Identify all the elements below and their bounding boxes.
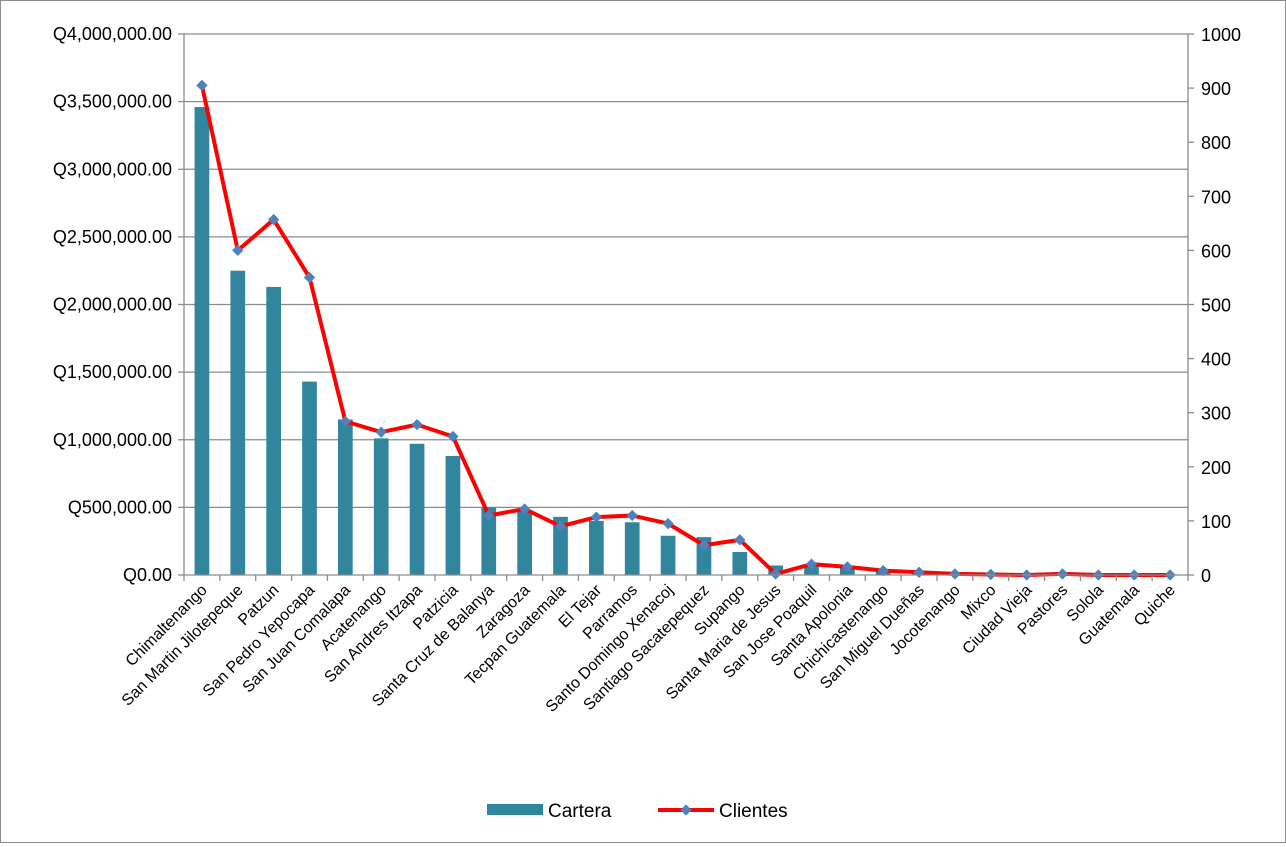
point-clientes (877, 565, 889, 577)
left-axis-tick-label: Q4,000,000.00 (53, 24, 172, 44)
left-axis-tick-label: Q1,500,000.00 (53, 362, 172, 382)
right-axis-tick-label: 800 (1201, 133, 1231, 153)
left-axis-tick-label: Q3,000,000.00 (53, 159, 172, 179)
point-clientes (590, 511, 603, 523)
bar-cartera (302, 381, 317, 575)
left-axis-tick-label: Q2,000,000.00 (53, 295, 172, 315)
left-axis-tick-labels: Q0.00 Q500,000.00 Q1,000,000.00 Q1,500,000.… (53, 24, 172, 585)
bar-cartera (230, 270, 246, 575)
right-axis-tick-label: 0 (1201, 566, 1211, 586)
left-axis-tick-label: Q2,500,000.00 (53, 227, 172, 247)
point-clientes (232, 244, 244, 257)
bar-cartera (445, 455, 461, 575)
bar-cartera (660, 535, 676, 575)
point-clientes (267, 213, 280, 226)
bar-cartera (194, 107, 210, 575)
right-axis-tick-label: 400 (1201, 350, 1231, 370)
point-clientes (626, 509, 638, 522)
left-axis-tick-label: Q500,000.00 (68, 497, 172, 517)
bar-cartera (266, 286, 281, 575)
point-clientes (303, 271, 316, 284)
legend-label-cartera: Cartera (548, 801, 612, 822)
point-clientes (411, 418, 423, 431)
point-clientes (339, 415, 352, 428)
gridlines (184, 33, 1188, 509)
point-clientes (769, 568, 782, 580)
right-axis-tick-label: 700 (1201, 187, 1231, 207)
right-axis-tick-label: 500 (1201, 296, 1231, 316)
point-clientes (375, 426, 387, 438)
point-clientes (841, 561, 854, 573)
bar-cartera (481, 507, 497, 575)
point-clientes (518, 503, 531, 515)
point-clientes (483, 509, 495, 522)
bar-cartera (624, 522, 640, 575)
legend-marker-clientes (680, 804, 692, 816)
point-clientes (196, 79, 208, 92)
category-tick-label: Quiche (1131, 582, 1179, 630)
right-axis-tick-label: 300 (1201, 404, 1231, 424)
right-axis-tick-label: 600 (1201, 241, 1231, 261)
right-axis-tick-label: 100 (1201, 512, 1231, 532)
axes (178, 33, 1194, 581)
legend: Cartera Clientes (487, 801, 788, 822)
point-clientes (913, 566, 925, 578)
bar-cartera (409, 443, 425, 575)
point-clientes (949, 568, 961, 580)
legend-swatch-cartera (487, 804, 543, 815)
point-clientes (554, 520, 567, 532)
left-axis-tick-label: Q3,500,000.00 (53, 92, 172, 112)
right-axis-tick-label: 1000 (1201, 25, 1241, 45)
bar-cartera (589, 520, 604, 575)
point-clientes (805, 558, 818, 570)
point-clientes (662, 517, 674, 530)
right-axis-tick-label: 200 (1201, 458, 1231, 478)
bar-cartera (732, 552, 748, 575)
point-clientes (734, 534, 746, 546)
bar-series-cartera (194, 107, 1178, 575)
point-clientes (447, 430, 459, 443)
left-axis-tick-label: Q1,000,000.00 (53, 430, 172, 450)
legend-label-clientes: Clientes (719, 801, 788, 822)
bar-cartera (373, 438, 389, 575)
point-clientes (698, 539, 710, 551)
bar-cartera (553, 516, 568, 575)
point-clientes (1056, 568, 1069, 580)
bar-cartera (338, 419, 353, 575)
right-axis-tick-label: 900 (1201, 79, 1231, 99)
bar-cartera (517, 510, 532, 575)
right-axis-tick-labels: 0 100 200 300 400 500 600 700 800 900 1000 (1201, 25, 1241, 586)
left-axis-tick-label: Q0.00 (123, 565, 172, 585)
